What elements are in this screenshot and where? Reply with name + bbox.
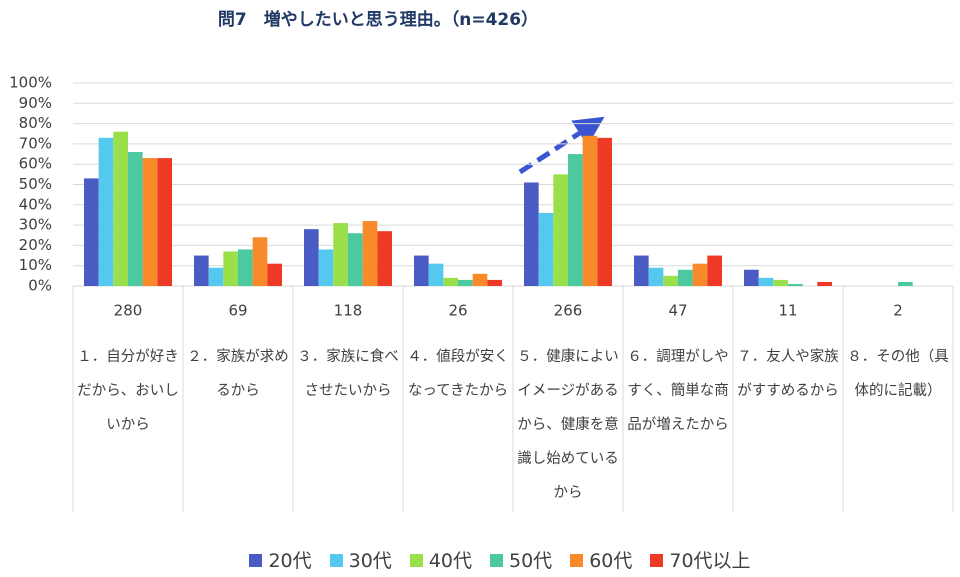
legend-swatch [650,554,664,567]
bar [318,249,334,286]
bar [553,174,568,286]
bar [487,279,502,286]
trend-arrow [518,116,605,175]
bar [634,255,649,286]
bar [678,269,693,286]
bar [208,267,224,286]
legend-item: 40代 [409,546,472,573]
category-count: 26 [448,302,467,320]
bar [348,233,363,286]
bar [252,237,268,286]
legend-swatch [249,554,263,567]
legend-swatch [570,554,584,567]
bar [128,152,143,286]
y-tick-label: 50% [19,175,52,193]
y-tick-label: 80% [19,114,52,132]
y-tick-label: 0% [28,277,52,295]
legend-label: 20代 [268,550,312,572]
category-label: ３．家族に食べさせたいから [297,349,399,399]
category-label: ２．家族が求めるから [187,349,289,399]
bar [98,137,114,286]
y-tick-label: 10% [19,256,52,274]
bar [758,277,774,286]
category-count: 2 [893,302,903,320]
bar [582,135,598,286]
category-label: ７．友人や家族がすすめるから [737,349,839,399]
bar [472,273,488,286]
bar [238,249,253,286]
legend-label: 40代 [428,550,472,572]
category-count: 47 [668,302,687,320]
bar [773,279,788,286]
y-tick-label: 100% [9,74,52,92]
legend-label: 60代 [589,550,633,572]
bar [443,277,458,286]
bar [267,263,282,286]
bar [898,281,913,286]
bar [194,255,209,286]
legend-swatch [490,554,503,567]
bar [538,212,554,286]
bar [223,251,238,286]
legend-swatch [409,554,423,567]
bar [568,154,583,286]
category-label: ８．その他（具体的に記載） [847,349,949,399]
y-tick-label: 30% [19,216,52,234]
bar [648,267,664,286]
legend: 20代 30代 40代 50代 60代 70代以上 [0,546,960,573]
legend-item: 50代 [490,546,552,573]
y-tick-label: 60% [19,155,52,173]
legend-swatch [329,554,343,567]
bar [817,281,832,286]
legend-item: 20代 [249,546,312,573]
legend-label: 30代 [348,550,392,572]
bar [84,178,99,286]
bar [142,158,158,286]
legend-label: 70代以上 [669,550,751,572]
bar [744,269,759,286]
bar [788,283,803,286]
bar [113,131,128,286]
y-tick-label: 70% [19,134,52,152]
bar [597,137,612,286]
category-label: ４．値段が安くなってきたから [407,349,509,399]
chart-title: 問7 増やしたいと思う理由。（n=426） [218,9,538,30]
bar [458,279,473,286]
bar [707,255,722,286]
category-label: ６．調理がしやすく、簡単な商品が増えたから [627,349,729,433]
category-count: 266 [554,302,583,320]
category-count: 11 [778,302,797,320]
bar [362,221,378,286]
bar [304,229,319,286]
category-count: 69 [228,302,247,320]
category-count: 280 [114,302,143,320]
bar [428,263,444,286]
bar [157,158,172,286]
bar [692,263,708,286]
category-label: １．自分が好きだから、おいしいから [77,349,179,433]
bar [377,231,392,286]
legend-item: 60代 [570,546,632,573]
y-tick-label: 90% [19,94,52,112]
legend-item: 30代 [329,546,392,573]
y-tick-label: 20% [19,236,52,254]
category-count: 118 [334,302,363,320]
bar [524,182,539,286]
legend-item: 70代以上 [650,546,751,573]
legend-label: 50代 [509,550,553,572]
category-label: ５．健康によいイメージがあるから、健康を意識し始めているから [517,349,619,501]
bar [663,275,678,286]
bar [333,223,348,286]
bar [414,255,429,286]
y-tick-label: 40% [19,195,52,213]
